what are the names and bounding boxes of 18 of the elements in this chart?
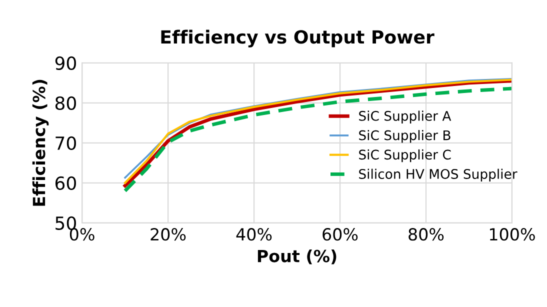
- y-tick-label: 80: [55, 96, 76, 110]
- x-tick-label: 60%: [322, 228, 358, 241]
- x-tick-label: 0%: [70, 228, 94, 241]
- y-axis-title: Efficiency (%): [32, 80, 49, 206]
- x-tick-label: 80%: [408, 228, 444, 241]
- y-tick-label: 90: [55, 56, 76, 70]
- legend-label: Silicon HV MOS Supplier: [359, 168, 518, 182]
- x-tick-label: 100%: [490, 228, 535, 241]
- y-tick-label: 60: [55, 176, 76, 190]
- x-axis-title: Pout (%): [258, 249, 336, 264]
- legend-label: SiC Supplier B: [359, 130, 450, 143]
- x-tick-label: 20%: [150, 228, 186, 241]
- y-tick-label: 70: [56, 136, 76, 150]
- y-tick-label: 50: [56, 216, 76, 230]
- legend-label: SiC Supplier A: [359, 110, 452, 124]
- x-tick-label: 40%: [236, 228, 272, 241]
- legend-label: SiC Supplier C: [359, 149, 451, 162]
- chart-title: Efficiency vs Output Power: [161, 30, 434, 48]
